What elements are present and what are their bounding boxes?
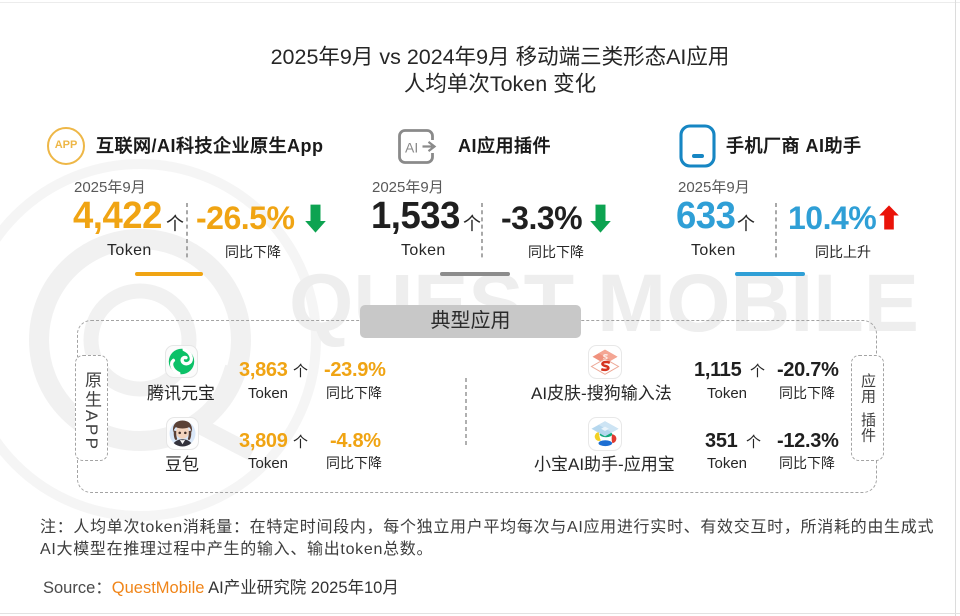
svg-text:AI: AI <box>405 140 418 156</box>
